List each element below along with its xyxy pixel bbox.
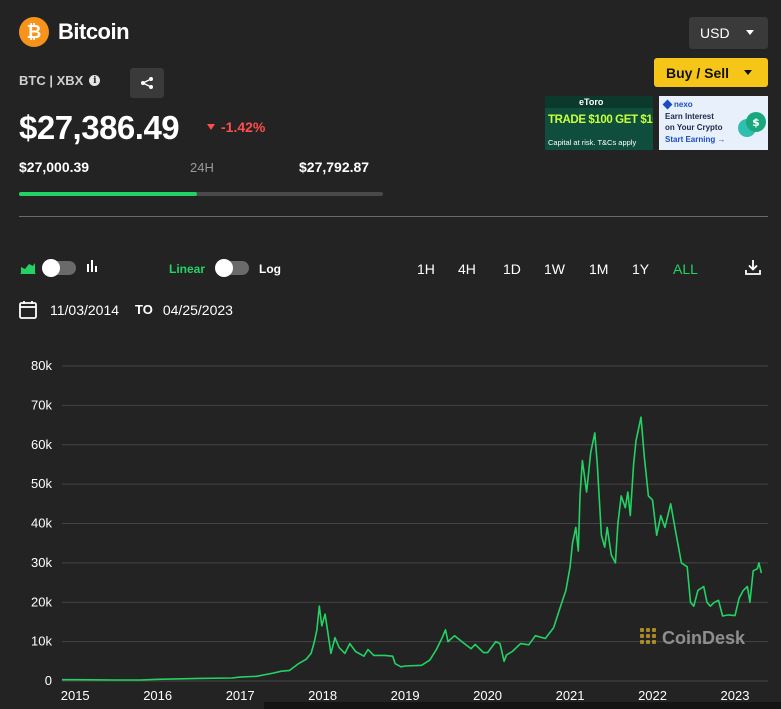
buy-sell-label: Buy / Sell [666,64,730,81]
x-tick-label: 2019 [391,688,420,703]
y-tick-label: 10k [31,634,52,649]
price-low: $27,000.39 [19,159,90,175]
x-tick-label: 2022 [638,688,667,703]
coins-icon: $ [738,112,766,137]
currency-select[interactable]: USD [689,17,768,49]
nexo-logo: nexo [662,99,693,110]
y-tick-label: 50k [31,476,52,491]
nexo-cta: Start Earning → [665,135,726,144]
download-icon[interactable] [744,258,762,276]
price-line [62,416,763,681]
price-change: -1.42% [207,119,265,135]
nexo-ad[interactable]: nexo Earn Interest on Your Crypto Start … [659,96,768,150]
price-chart[interactable]: 0 10k 20k 30k 40k 50k 60k 70k 80k 2015 2016 2017 201… [0,345,781,709]
ticker-row: BTC | XBX i [19,73,101,88]
y-tick-label: 80k [31,358,52,373]
date-to[interactable]: 04/25/2023 [162,301,233,318]
x-tick-label: 2021 [556,688,585,703]
nexo-line1: Earn Interest [665,112,714,121]
area-chart-icon[interactable] [20,260,36,274]
etoro-headline: TRADE $100 GET $10 [548,114,653,126]
svg-text:₿: ₿ [27,22,42,43]
svg-text:$: $ [752,116,760,129]
y-tick-label: 40k [31,516,52,531]
price-change-value: -1.42% [221,119,266,135]
coindesk-logo-icon [640,628,656,644]
y-tick-label: 70k [31,397,52,412]
timeframe-1d[interactable]: 1D [503,261,521,277]
x-tick-label: 2015 [61,688,90,703]
share-button[interactable] [130,68,164,98]
range-bar-fill [19,192,198,196]
down-arrow-icon [207,124,215,130]
x-tick-label: 2023 [721,688,750,703]
price-high: $27,792.87 [299,159,370,175]
bitcoin-icon: ₿ [19,17,49,47]
chart-type-toggle[interactable] [42,259,76,277]
timeframe-1m[interactable]: 1M [589,261,609,277]
page-title: Bitcoin [58,19,130,44]
bottom-bar [264,702,781,709]
divider [19,216,768,217]
info-icon[interactable]: i [89,75,101,86]
chart-watermark: CoinDesk [662,628,746,648]
etoro-ad[interactable]: eToro TRADE $100 GET $10 Capital at risk… [545,96,653,150]
x-tick-label: 2018 [308,688,337,703]
bar-chart-icon[interactable] [85,259,99,273]
x-tick-label: 2020 [473,688,502,703]
currency-label: USD [700,25,730,41]
date-from[interactable]: 11/03/2014 [50,301,120,318]
timeframe-1y[interactable]: 1Y [632,261,650,277]
scale-log-label[interactable]: Log [259,262,281,276]
date-range[interactable]: 11/03/2014 TO 04/25/2023 [19,300,233,319]
y-tick-label: 30k [31,555,52,570]
y-tick-label: 60k [31,437,52,452]
calendar-icon [19,301,37,319]
current-price: $27,386.49 [19,109,180,146]
nexo-line2: on Your Crypto [665,123,723,132]
y-tick-label: 20k [31,594,52,609]
timeframe-1w[interactable]: 1W [544,261,565,277]
range-bar [19,192,383,196]
chevron-down-icon [746,30,754,35]
etoro-logo: eToro [579,97,604,107]
x-tick-label: 2017 [226,688,255,703]
scale-linear-label[interactable]: Linear [169,262,206,276]
date-to-label: TO [135,302,153,317]
range-label: 24H [190,160,214,175]
timeframe-all[interactable]: ALL [673,261,698,277]
scale-toggle[interactable] [215,259,249,277]
buy-sell-button[interactable]: Buy / Sell [654,58,768,87]
x-tick-label: 2016 [143,688,172,703]
ticker-symbol: BTC | XBX [19,73,84,88]
timeframe-4h[interactable]: 4H [458,261,476,277]
timeframe-1h[interactable]: 1H [417,261,435,277]
share-icon [141,77,153,89]
y-tick-label: 0 [45,673,52,688]
chevron-down-icon [744,70,752,75]
etoro-disclaimer: Capital at risk. T&Cs apply [548,138,637,147]
